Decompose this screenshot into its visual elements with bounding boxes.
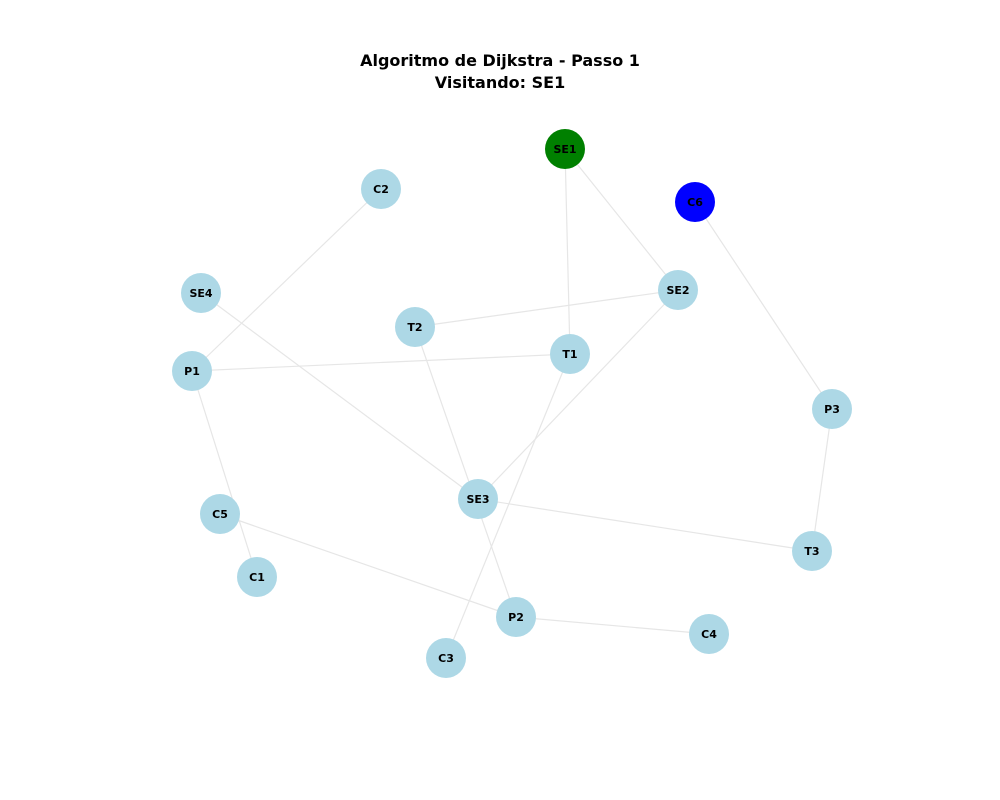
node-circle — [675, 182, 715, 222]
node-circle — [792, 531, 832, 571]
node-circle — [395, 307, 435, 347]
node-circle — [496, 597, 536, 637]
node-se3: SE3 — [458, 479, 498, 519]
node-c5: C5 — [200, 494, 240, 534]
node-c6: C6 — [675, 182, 715, 222]
node-c3: C3 — [426, 638, 466, 678]
node-label: SE3 — [466, 493, 489, 506]
node-circle — [426, 638, 466, 678]
nodes-layer: SE1 C6 C2 SE2 SE4 T2 T1 P1 P3 SE3 C5 T3 C1 P2 C4 C3 — [172, 129, 852, 678]
node-p1: P1 — [172, 351, 212, 391]
node-label: P1 — [184, 365, 200, 378]
node-circle — [545, 129, 585, 169]
edge-se2-se3 — [477, 289, 679, 500]
node-circle — [812, 389, 852, 429]
node-label: P2 — [508, 611, 524, 624]
chart-subtitle: Visitando: SE1 — [434, 73, 566, 92]
node-label: T3 — [804, 545, 819, 558]
edge-se1-se2 — [564, 148, 679, 291]
edge-c5-p2 — [219, 513, 517, 618]
node-label: C3 — [438, 652, 454, 665]
edge-se3-t3 — [477, 498, 813, 552]
node-circle — [172, 351, 212, 391]
edge-p3-t3 — [811, 408, 833, 552]
edge-se1-t1 — [564, 148, 571, 355]
node-se1: SE1 — [545, 129, 585, 169]
node-circle — [689, 614, 729, 654]
node-label: P3 — [824, 403, 840, 416]
node-p3: P3 — [812, 389, 852, 429]
edge-c6-p3 — [694, 201, 833, 410]
node-label: C2 — [373, 183, 389, 196]
node-circle — [200, 494, 240, 534]
node-circle — [658, 270, 698, 310]
node-c2: C2 — [361, 169, 401, 209]
node-circle — [458, 479, 498, 519]
node-c1: C1 — [237, 557, 277, 597]
node-label: C1 — [249, 571, 265, 584]
node-circle — [550, 334, 590, 374]
edge-c2-p1 — [191, 188, 382, 372]
chart-title: Algoritmo de Dijkstra - Passo 1 — [360, 51, 640, 70]
edge-se4-se3 — [200, 292, 479, 500]
node-label: C5 — [212, 508, 228, 521]
node-circle — [237, 557, 277, 597]
edge-p1-t1 — [191, 353, 571, 372]
node-label: C6 — [687, 196, 703, 209]
node-label: SE2 — [666, 284, 689, 297]
node-p2: P2 — [496, 597, 536, 637]
node-label: T2 — [407, 321, 422, 334]
node-circle — [361, 169, 401, 209]
title-block: Algoritmo de Dijkstra - Passo 1 Visitand… — [0, 50, 1000, 94]
node-label: C4 — [701, 628, 717, 641]
node-t3: T3 — [792, 531, 832, 571]
node-se2: SE2 — [658, 270, 698, 310]
edge-t2-p2 — [414, 326, 517, 618]
edge-p1-c1 — [191, 370, 258, 578]
node-label: SE4 — [189, 287, 212, 300]
node-se4: SE4 — [181, 273, 221, 313]
node-circle — [181, 273, 221, 313]
node-t2: T2 — [395, 307, 435, 347]
edge-t1-c3 — [445, 353, 571, 659]
node-label: SE1 — [553, 143, 576, 156]
node-t1: T1 — [550, 334, 590, 374]
edges-layer — [191, 148, 833, 659]
edge-se2-t2 — [414, 289, 679, 328]
node-label: T1 — [562, 348, 577, 361]
node-c4: C4 — [689, 614, 729, 654]
edge-p2-c4 — [515, 616, 710, 635]
